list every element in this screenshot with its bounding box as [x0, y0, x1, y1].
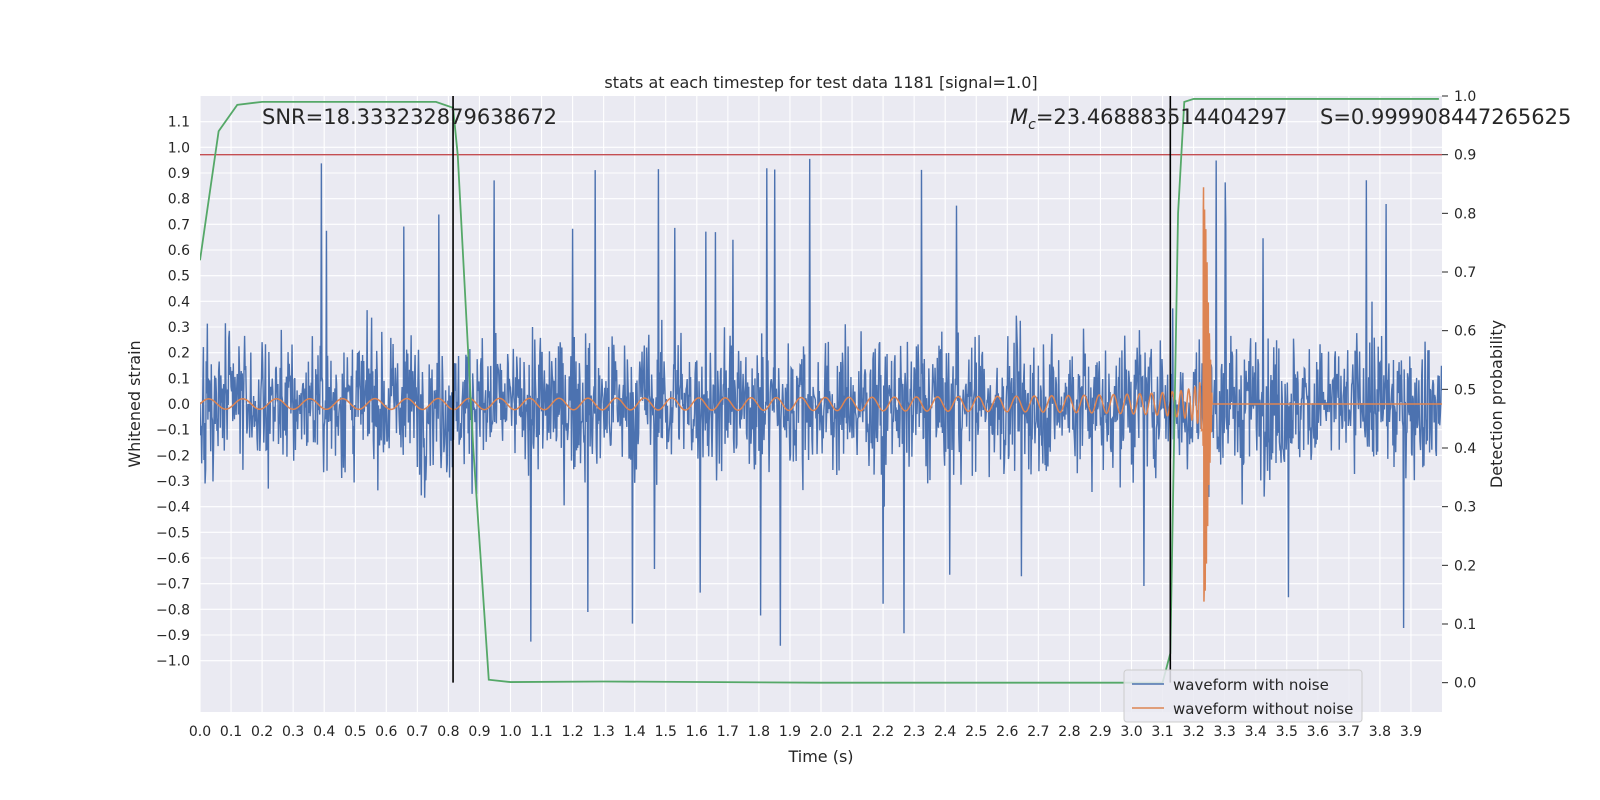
y2-tick-label: 0.5: [1454, 382, 1476, 398]
y-tick-label: 0.6: [168, 243, 190, 259]
y2-tick-label: 0.6: [1454, 324, 1476, 340]
x-tick-label: 0.2: [251, 724, 273, 740]
legend: waveform with noise waveform without noi…: [1123, 669, 1363, 723]
x-tick-label: 3.6: [1307, 724, 1329, 740]
y-tick-label: 0.3: [168, 320, 190, 336]
x-tick-label: 2.2: [872, 724, 894, 740]
y-tick-label: −0.5: [156, 525, 190, 541]
x-axis-ticks: 0.0 0.1 0.2 0.3 0.4 0.5 0.6 0.7 0.8 0.9 1.0 1.1 1.2 1…: [189, 724, 1422, 740]
x-tick-label: 1.7: [717, 724, 739, 740]
y2-tick-label: 0.9: [1454, 148, 1476, 164]
y-tick-label: −1.0: [156, 654, 190, 670]
x-tick-label: 0.3: [282, 724, 304, 740]
x-tick-label: 0.0: [189, 724, 211, 740]
x-tick-label: 3.2: [1182, 724, 1204, 740]
x-tick-label: 1.8: [748, 724, 770, 740]
y-tick-label: 0.0: [168, 397, 190, 413]
x-tick-label: 3.0: [1120, 724, 1142, 740]
y-tick-label: −0.6: [156, 551, 190, 567]
y2-tick-label: 0.7: [1454, 265, 1476, 281]
y-tick-label: 0.9: [168, 166, 190, 182]
y-tick-label: 0.4: [168, 294, 190, 310]
x-tick-label: 0.6: [375, 724, 397, 740]
x-tick-label: 1.1: [530, 724, 552, 740]
y-tick-label: 0.8: [168, 192, 190, 208]
x-tick-label: 3.9: [1400, 724, 1422, 740]
y2-tick-label: 0.4: [1454, 441, 1476, 457]
mc-subscript: c: [1028, 117, 1036, 133]
x-tick-label: 1.9: [779, 724, 801, 740]
x-tick-label: 3.4: [1245, 724, 1267, 740]
y-axis-ticks: 1.1 1.0 0.9 0.8 0.7 0.6 0.5 0.4 0.3 0.2 0.1 0.0 −0.1…: [156, 115, 190, 670]
y2-axis-label: Detection probability: [1487, 320, 1506, 488]
mc-value: =23.468883514404297: [1036, 105, 1287, 129]
series-waveform-with-noise: [200, 158, 1442, 646]
y-tick-label: −0.8: [156, 602, 190, 618]
y2-tick-label: 0.3: [1454, 500, 1476, 516]
x-tick-label: 3.3: [1214, 724, 1236, 740]
mc-annotation: Mc=23.468883514404297: [1010, 105, 1287, 133]
chart-title: stats at each timestep for test data 118…: [604, 73, 1037, 92]
legend-noise-label: waveform with noise: [1173, 676, 1329, 694]
y2-tick-label: 0.0: [1454, 676, 1476, 692]
x-tick-label: 2.0: [810, 724, 832, 740]
x-tick-label: 2.9: [1089, 724, 1111, 740]
y2-tick-label: 0.8: [1454, 206, 1476, 222]
y-tick-label: −0.7: [156, 577, 190, 593]
y-tick-label: 1.0: [168, 140, 190, 156]
x-tick-label: 0.4: [313, 724, 335, 740]
y-tick-label: −0.9: [156, 628, 190, 644]
x-tick-label: 1.5: [655, 724, 677, 740]
y-tick-label: −0.1: [156, 423, 190, 439]
x-tick-label: 0.8: [437, 724, 459, 740]
x-tick-label: 1.6: [686, 724, 708, 740]
series-layer: [200, 96, 1442, 684]
y2-tick-label: 1.0: [1454, 89, 1476, 105]
legend-box: [1123, 669, 1363, 723]
x-tick-label: 0.9: [468, 724, 490, 740]
x-tick-label: 1.0: [499, 724, 521, 740]
x-tick-label: 3.8: [1369, 724, 1391, 740]
mc-symbol: M: [1010, 105, 1028, 129]
x-tick-label: 1.3: [593, 724, 615, 740]
x-tick-label: 2.4: [934, 724, 956, 740]
x-tick-label: 1.2: [561, 724, 583, 740]
x-tick-label: 3.7: [1338, 724, 1360, 740]
series-waveform-without-noise: [200, 187, 1442, 602]
x-axis-label: Time (s): [787, 747, 853, 766]
y-tick-label: −0.4: [156, 500, 190, 516]
y2-tick-label: 0.2: [1454, 558, 1476, 574]
x-tick-label: 3.5: [1276, 724, 1298, 740]
x-tick-label: 2.3: [903, 724, 925, 740]
y-tick-label: 0.1: [168, 371, 190, 387]
x-tick-label: 0.7: [406, 724, 428, 740]
y2-tick-label: 0.1: [1454, 617, 1476, 633]
x-tick-label: 3.1: [1151, 724, 1173, 740]
y-axis-label: Whitened strain: [125, 340, 144, 467]
y-tick-label: −0.2: [156, 448, 190, 464]
x-tick-label: 0.1: [220, 724, 242, 740]
x-tick-label: 2.1: [841, 724, 863, 740]
y-tick-label: 0.7: [168, 217, 190, 233]
x-tick-label: 2.8: [1058, 724, 1080, 740]
y-tick-label: 0.2: [168, 346, 190, 362]
y-tick-label: −0.3: [156, 474, 190, 490]
series-detection-probability: [200, 98, 1439, 684]
x-tick-label: 2.6: [996, 724, 1018, 740]
y-tick-label: 1.1: [168, 115, 190, 131]
x-tick-label: 0.5: [344, 724, 366, 740]
x-tick-label: 2.7: [1027, 724, 1049, 740]
y2-axis-ticks: 1.0 0.9 0.8 0.7 0.6 0.5 0.4 0.3 0.2 0.1 0.0: [1442, 89, 1476, 692]
s-annotation: S=0.999908447265625: [1320, 105, 1571, 129]
y-tick-label: 0.5: [168, 269, 190, 285]
x-tick-label: 1.4: [624, 724, 646, 740]
snr-annotation: SNR=18.333232879638672: [262, 105, 557, 129]
x-tick-label: 2.5: [965, 724, 987, 740]
legend-clean-label: waveform without noise: [1173, 700, 1353, 718]
